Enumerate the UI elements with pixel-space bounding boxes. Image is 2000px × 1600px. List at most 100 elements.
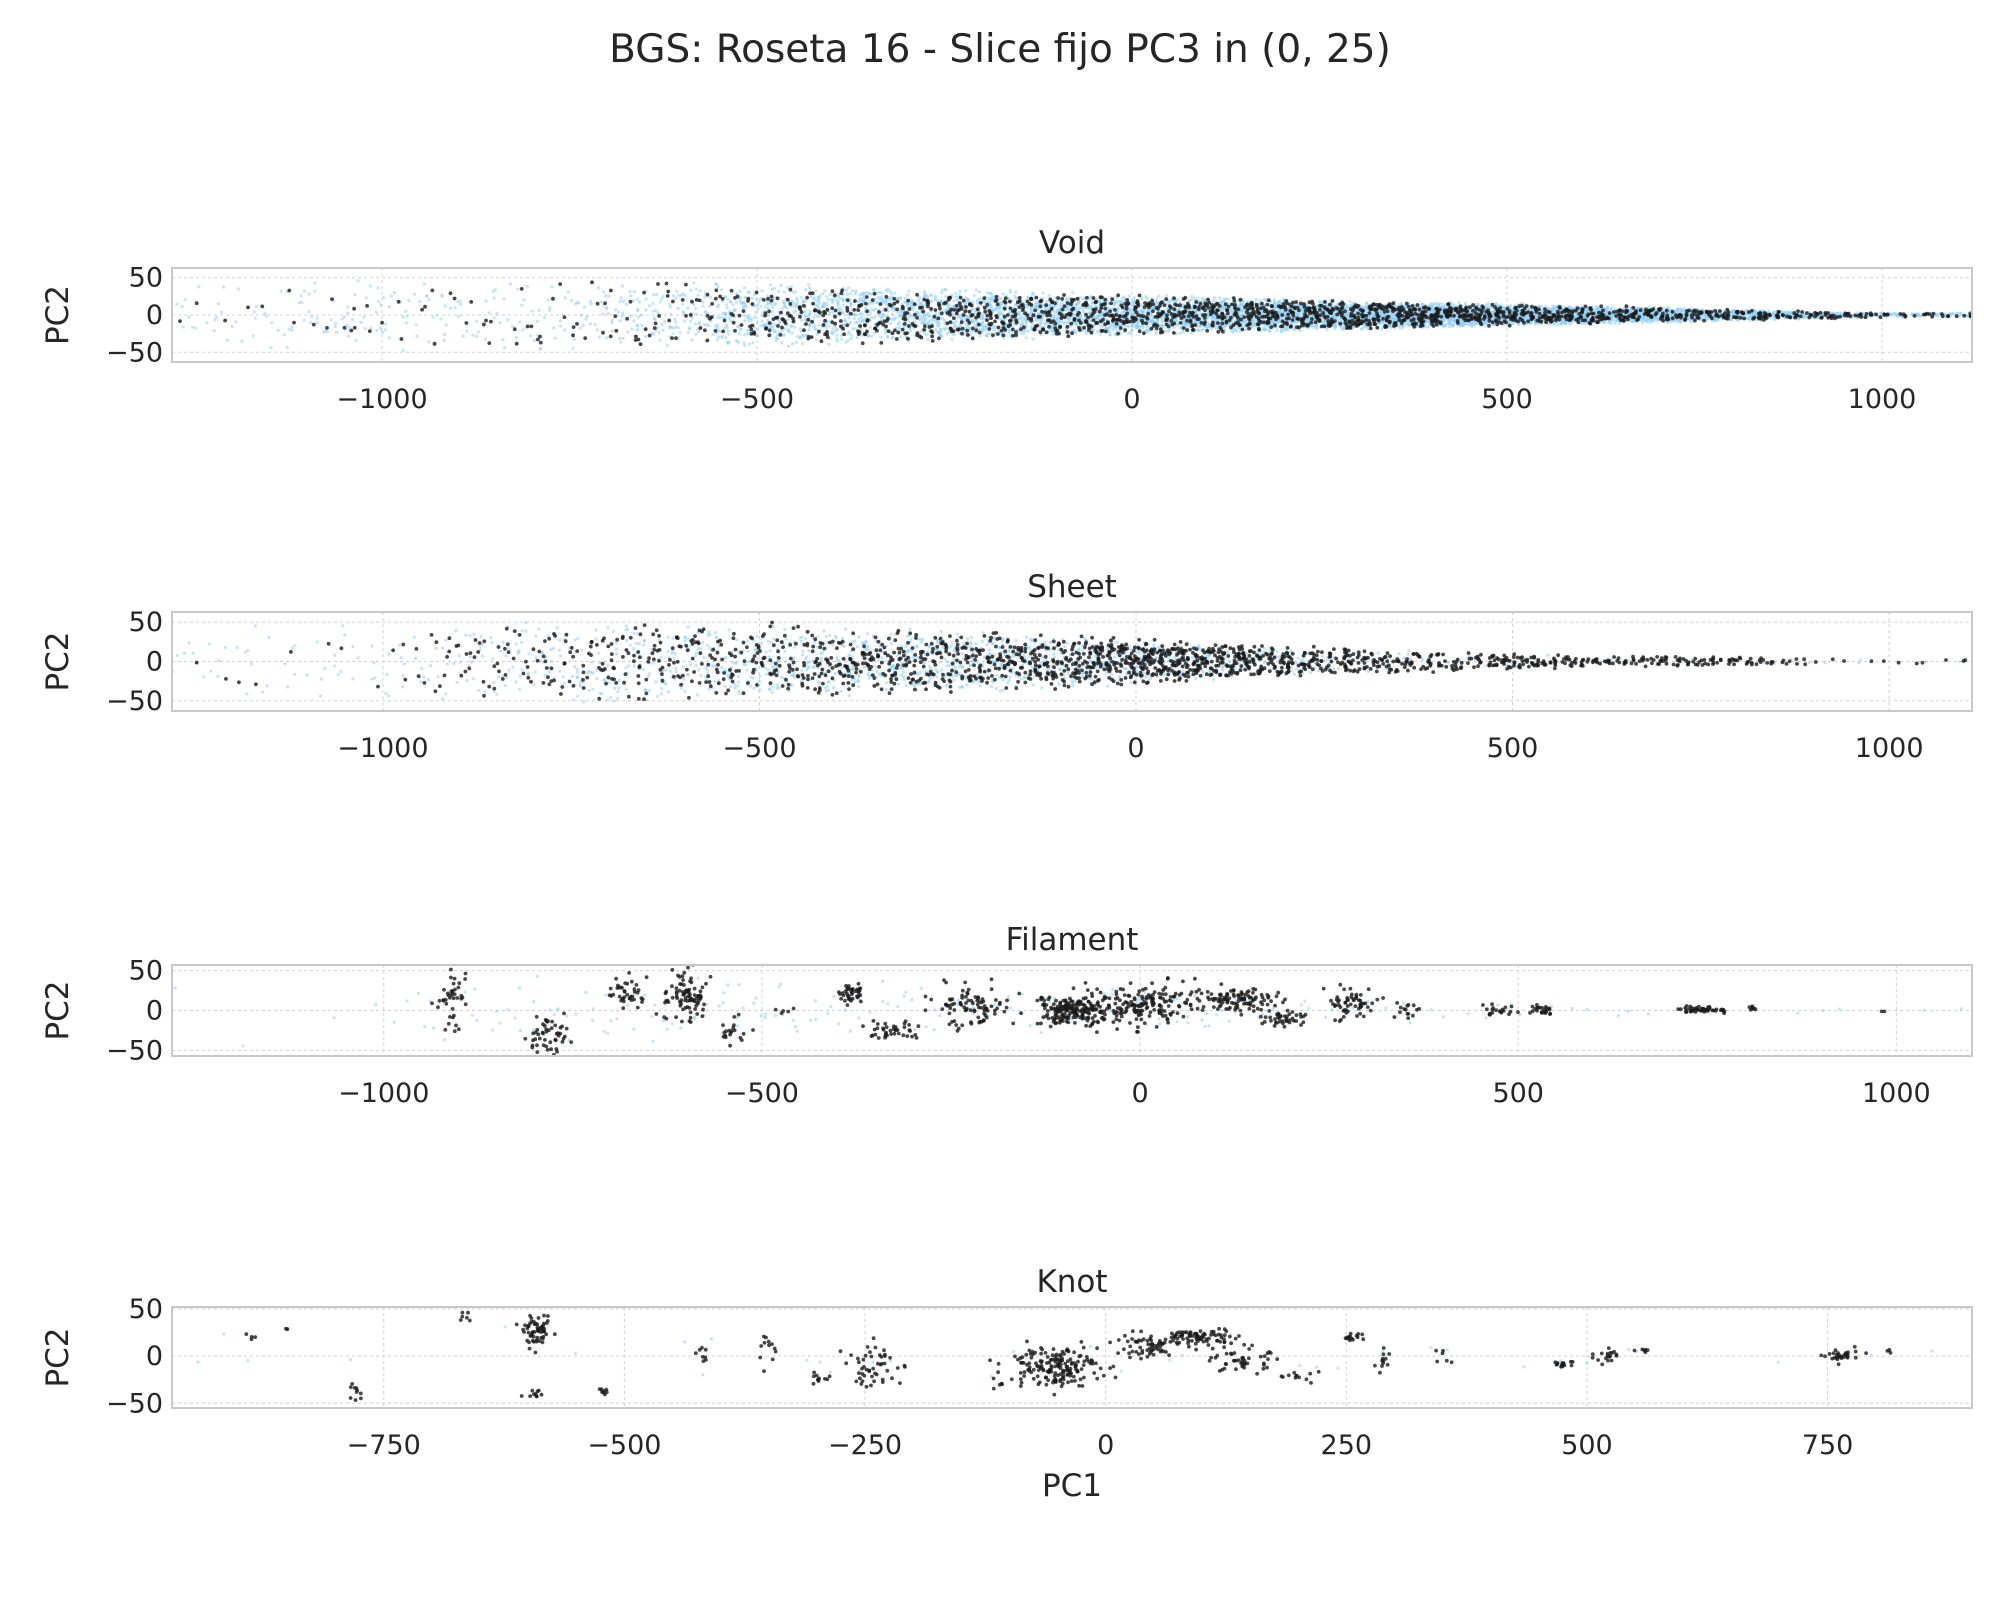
background-point (893, 291, 897, 295)
background-point (530, 309, 534, 313)
background-point (926, 311, 930, 315)
background-point (754, 310, 758, 314)
background-point (703, 322, 707, 327)
background-point (795, 301, 799, 305)
background-point (1033, 302, 1037, 306)
background-point (1448, 322, 1452, 326)
background-point (375, 328, 379, 332)
background-point (1081, 296, 1085, 300)
background-point (692, 302, 696, 307)
background-point (656, 326, 660, 330)
background-point (966, 298, 970, 302)
background-point (749, 318, 754, 322)
background-point (864, 290, 868, 295)
background-point (737, 341, 741, 345)
background-point (737, 297, 741, 301)
background-point (849, 292, 853, 296)
background-point (984, 334, 988, 338)
background-point (807, 312, 811, 316)
background-point (872, 331, 876, 335)
background-point (1075, 323, 1079, 327)
background-point (916, 298, 921, 302)
background-point (1079, 306, 1083, 310)
background-point (999, 297, 1003, 301)
background-point (1239, 309, 1243, 313)
background-point (853, 327, 857, 331)
background-point (498, 321, 502, 325)
background-point (350, 318, 355, 322)
background-point (347, 326, 351, 330)
background-point (1065, 298, 1069, 302)
background-point (1031, 306, 1035, 310)
background-point (602, 290, 606, 294)
background-point (1345, 304, 1349, 308)
background-point (724, 295, 728, 299)
background-point (760, 319, 764, 323)
background-point (443, 304, 447, 308)
background-point (1144, 294, 1148, 298)
background-point (457, 314, 461, 318)
background-point (401, 315, 405, 319)
background-point (1145, 328, 1150, 333)
background-point (658, 300, 663, 304)
background-point (833, 324, 838, 328)
background-point (929, 299, 933, 303)
figure-title: BGS: Roseta 16 - Slice fijo PC3 in (0, 2… (609, 27, 1391, 72)
background-point (461, 334, 465, 338)
background-point (833, 297, 837, 301)
background-point (866, 334, 870, 338)
background-point (983, 328, 988, 332)
background-point (674, 325, 678, 329)
background-point (978, 290, 982, 294)
background-point (846, 292, 850, 296)
background-point (910, 299, 914, 303)
background-point (824, 304, 829, 308)
background-point (766, 318, 770, 322)
background-point (686, 306, 690, 310)
background-point (644, 297, 648, 301)
background-point (698, 289, 702, 293)
background-point (1361, 326, 1365, 330)
background-point (771, 325, 775, 329)
background-point (287, 327, 291, 331)
background-point (723, 312, 728, 316)
background-point (840, 337, 844, 341)
background-point (941, 317, 945, 321)
background-point (763, 323, 767, 327)
background-point (777, 289, 781, 293)
background-point (879, 335, 883, 339)
background-point (721, 311, 725, 316)
background-point (1131, 298, 1135, 302)
background-point (515, 287, 520, 291)
background-point (871, 301, 875, 305)
background-point (422, 282, 427, 286)
background-point (744, 303, 748, 307)
background-point (945, 331, 949, 336)
background-point (382, 295, 386, 300)
background-point (870, 316, 874, 320)
background-point (1219, 300, 1223, 304)
background-point (754, 297, 759, 301)
background-point (824, 326, 828, 330)
background-point (1381, 321, 1385, 325)
background-point (697, 322, 701, 326)
background-point (439, 317, 443, 321)
background-point (1365, 301, 1369, 306)
background-point (665, 343, 669, 347)
background-point (290, 325, 294, 329)
background-point (693, 322, 698, 326)
background-point (983, 325, 987, 329)
background-point (836, 339, 840, 343)
background-point (999, 301, 1003, 305)
background-point (803, 310, 808, 314)
background-point (858, 327, 863, 331)
background-point (1218, 296, 1222, 300)
background-point (601, 312, 605, 316)
background-point (852, 313, 857, 317)
background-point (755, 334, 759, 338)
background-point (724, 336, 728, 340)
background-point (225, 338, 230, 342)
background-point (891, 335, 895, 339)
background-point (1292, 327, 1296, 332)
background-point (790, 331, 794, 335)
